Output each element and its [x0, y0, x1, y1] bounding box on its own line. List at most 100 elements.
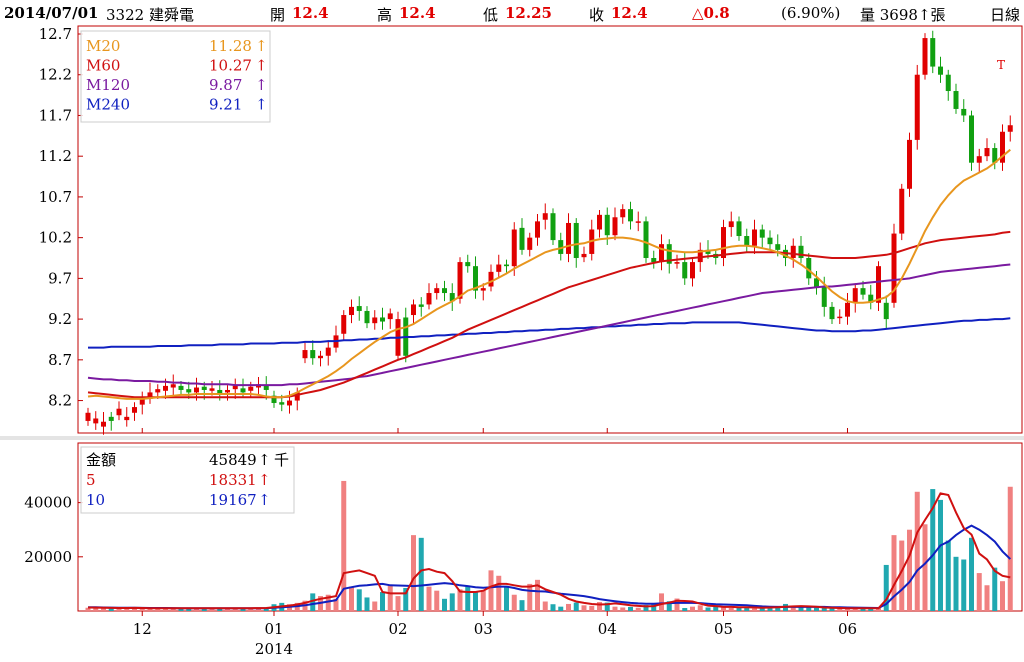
candle-body [139, 398, 145, 405]
candle-body [938, 66, 943, 75]
amount-bar [333, 598, 339, 611]
candle-body [1007, 125, 1013, 132]
chart-marker: T [997, 58, 1005, 72]
candle-body [147, 392, 153, 399]
amount-bar [240, 608, 246, 611]
candle-body [969, 115, 974, 163]
candle-body [387, 313, 393, 320]
candle-body [814, 278, 819, 287]
amount-bar [969, 537, 974, 611]
amount-bar [403, 587, 409, 611]
header-low-value: 12.25 [505, 4, 552, 22]
amount-bar [263, 607, 269, 611]
amount-bar [1007, 486, 1013, 611]
price-legend-value: 11.28 [209, 37, 252, 55]
amount-bar [682, 608, 688, 611]
volume-legend-name: 10 [86, 491, 105, 509]
price-tick-label: 12.7 [39, 25, 72, 43]
volume-legend-name: 金額 [86, 451, 116, 469]
amount-bar [201, 608, 207, 611]
amount-bar [93, 608, 99, 611]
amount-bar [721, 606, 726, 611]
price-legend-name: M120 [86, 76, 130, 94]
candle-body [504, 264, 509, 267]
candle-body [209, 388, 215, 391]
x-tick-label: 02 [388, 620, 407, 638]
price-tick-label: 9.2 [48, 310, 72, 328]
candle-body [287, 400, 292, 406]
x-tick-label: 01 [264, 620, 283, 638]
candle-body [442, 288, 447, 294]
candle-body [612, 217, 618, 236]
price-legend-name: M60 [86, 57, 120, 75]
candle-body [178, 385, 184, 390]
candle-body [1000, 131, 1005, 163]
header-change: △0.8 [692, 4, 730, 22]
amount-bar [511, 594, 517, 611]
amount-bar [992, 567, 998, 611]
amount-bar [473, 592, 478, 611]
ma5-amount-line [87, 492, 1011, 610]
candle-body [418, 304, 424, 307]
candle-body [535, 221, 540, 238]
candle-body [279, 402, 285, 405]
volume-legend-arrow: ↑ [258, 491, 271, 509]
amount-bar [790, 606, 796, 611]
price-legend-arrow: ↑ [255, 96, 268, 114]
candle-body [108, 416, 114, 421]
candle-body [155, 389, 161, 393]
candle-body [465, 262, 471, 267]
price-legend-name: M240 [86, 96, 130, 114]
amount-bar [938, 499, 943, 611]
candle-body [488, 271, 494, 287]
candle-body [457, 262, 463, 299]
amount-bar [116, 608, 122, 611]
amount-bar [496, 575, 502, 611]
candle-body [721, 227, 726, 259]
candle-body [914, 74, 920, 140]
panel-separator [0, 436, 1024, 440]
amount-bar [364, 597, 370, 611]
ma60-line [87, 230, 1011, 399]
candle-body [759, 229, 765, 238]
candle-body [356, 306, 362, 311]
volume-tick-label: 20000 [24, 548, 72, 566]
amount-bar [527, 583, 533, 611]
candle-body [341, 315, 347, 334]
candle-body [945, 74, 951, 92]
candle-body [364, 310, 370, 324]
header-change-pct: (6.90%) [781, 4, 841, 22]
candle-body [527, 237, 533, 250]
amount-bar [248, 608, 254, 611]
candle-body [705, 249, 711, 254]
candle-body [310, 350, 316, 359]
candle-body [806, 258, 812, 279]
amount-bar [604, 602, 610, 611]
x-tick-label: 05 [714, 620, 733, 638]
price-legend-value: 9.87 [209, 76, 242, 94]
ma120-line [87, 263, 1011, 387]
amount-bar [504, 586, 509, 611]
candle-body [372, 317, 378, 324]
candle-body [697, 249, 703, 263]
amount-bar [101, 608, 106, 611]
amount-bar [876, 608, 881, 611]
price-legend-value: 10.27 [209, 57, 252, 75]
amount-bar [372, 601, 378, 611]
amount-bar [976, 573, 982, 611]
amount-bar [891, 535, 897, 611]
price-legend-box [80, 30, 271, 123]
candle-body [821, 286, 827, 307]
amount-bar [744, 607, 750, 611]
candle-body [294, 392, 300, 401]
candle-body [992, 148, 998, 163]
amount-bar [697, 605, 703, 611]
amount-bar [225, 608, 230, 611]
candle-body [798, 245, 804, 259]
amount-bar [736, 607, 742, 611]
volume-legend-arrow: ↑ [258, 451, 271, 469]
amount-bar [837, 608, 843, 611]
amount-bar [659, 593, 664, 611]
amount-bar [643, 605, 649, 611]
